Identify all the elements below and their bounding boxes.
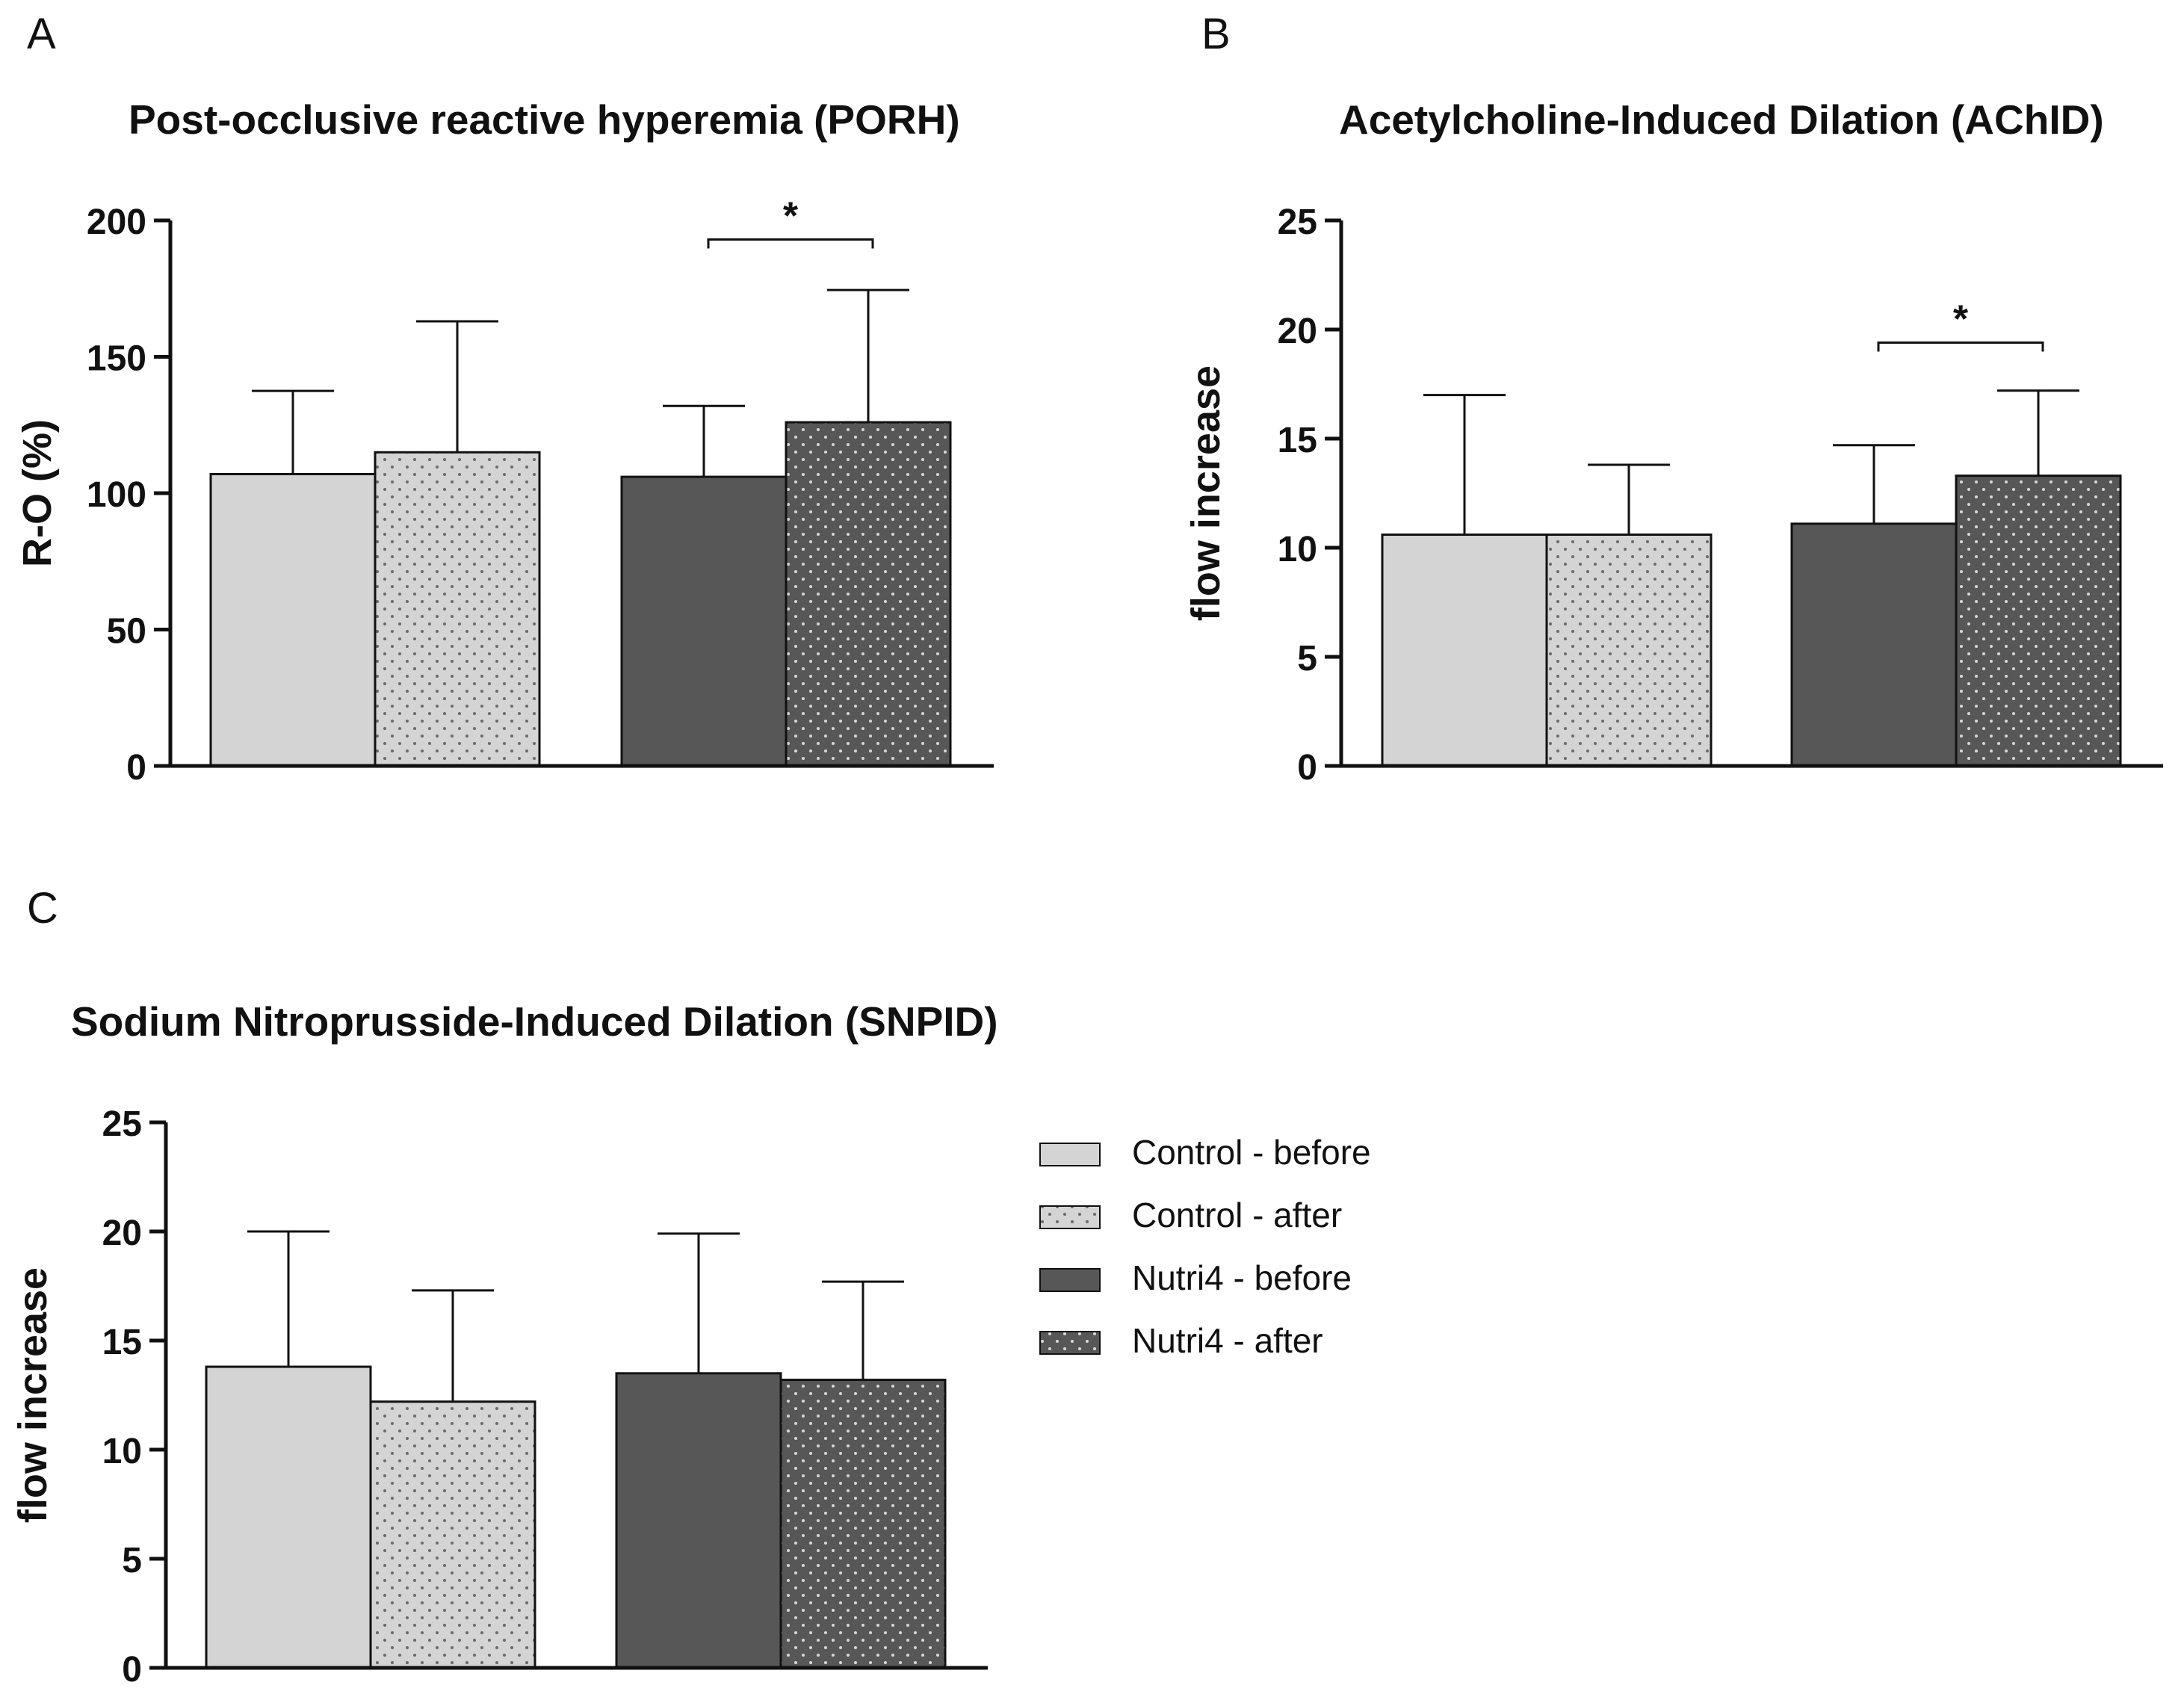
- bar-a-1: [209, 472, 377, 767]
- y-tick-label-c-0: 0: [122, 1650, 142, 1690]
- legend-swatch-2: [1039, 1205, 1101, 1229]
- legend-label-3: Nutri4 - before: [1132, 1258, 1352, 1297]
- legend-swatch-3: [1039, 1268, 1101, 1292]
- significance-bracket-b: [1877, 341, 2044, 352]
- bar-b-1: [1381, 533, 1548, 767]
- bar-c-2: [369, 1400, 536, 1669]
- bar-c-1: [205, 1365, 372, 1669]
- y-tick-label-a-0: 0: [126, 748, 146, 788]
- bar-b-4: [1955, 475, 2122, 767]
- y-tick-label-b-25: 25: [1278, 203, 1317, 242]
- y-axis-label-b: flow increase: [1184, 365, 1228, 621]
- y-axis-label-c: flow increase: [10, 1267, 55, 1523]
- y-tick-label-b-5: 5: [1297, 639, 1317, 679]
- chart-a: 0 50 100 150 200 R-O (%) *: [15, 195, 994, 788]
- legend-swatch-4: [1039, 1331, 1101, 1355]
- y-tick-label-c-10: 10: [102, 1432, 142, 1471]
- chart-title-a: Post-occlusive reactive hyperemia (PORH): [129, 96, 960, 143]
- bar-b-3: [1790, 522, 1958, 767]
- chart-c: 0 5 10 15 20 25 flow increase: [10, 1104, 988, 1690]
- bar-a-4: [785, 421, 952, 767]
- y-axis-label-a: R-O (%): [15, 419, 60, 567]
- y-tick-label-b-15: 15: [1278, 421, 1317, 460]
- y-tick-label-a-200: 200: [87, 203, 146, 242]
- panel-label-c: C: [27, 884, 58, 933]
- legend-label-2: Control - after: [1132, 1196, 1342, 1234]
- y-tick-label-a-150: 150: [87, 339, 146, 379]
- chart-title-c: Sodium Nitroprusside-Induced Dilation (S…: [71, 998, 998, 1045]
- y-tick-label-c-25: 25: [102, 1104, 142, 1144]
- legend: Control - before Control - after Nutri4 - …: [1039, 1133, 1371, 1360]
- y-tick-label-b-0: 0: [1297, 748, 1317, 788]
- bar-a-2: [374, 451, 541, 767]
- legend-label-4: Nutri4 - after: [1132, 1321, 1323, 1360]
- y-tick-label-a-50: 50: [107, 612, 146, 652]
- significance-star-a: *: [783, 195, 799, 238]
- bar-c-4: [779, 1379, 947, 1669]
- y-tick-label-c-20: 20: [102, 1214, 142, 1253]
- bar-c-3: [615, 1372, 782, 1669]
- significance-bracket-a: [707, 238, 874, 249]
- panel-label-a: A: [27, 10, 56, 58]
- chart-b: 0 5 10 15 20 25 flow increase *: [1184, 203, 2163, 788]
- panel-label-b: B: [1201, 10, 1231, 58]
- y-tick-label-c-15: 15: [102, 1323, 142, 1362]
- y-tick-label-a-100: 100: [87, 475, 146, 515]
- bar-b-2: [1545, 533, 1713, 767]
- y-tick-label-b-20: 20: [1278, 312, 1317, 351]
- legend-swatch-1: [1039, 1143, 1101, 1166]
- significance-star-b: *: [1953, 298, 1969, 341]
- y-tick-label-c-5: 5: [122, 1541, 142, 1580]
- bar-a-3: [620, 475, 788, 767]
- chart-title-b: Acetylcholine-Induced Dilation (AChID): [1339, 96, 2104, 143]
- legend-label-1: Control - before: [1132, 1133, 1371, 1172]
- y-tick-label-b-10: 10: [1278, 530, 1317, 569]
